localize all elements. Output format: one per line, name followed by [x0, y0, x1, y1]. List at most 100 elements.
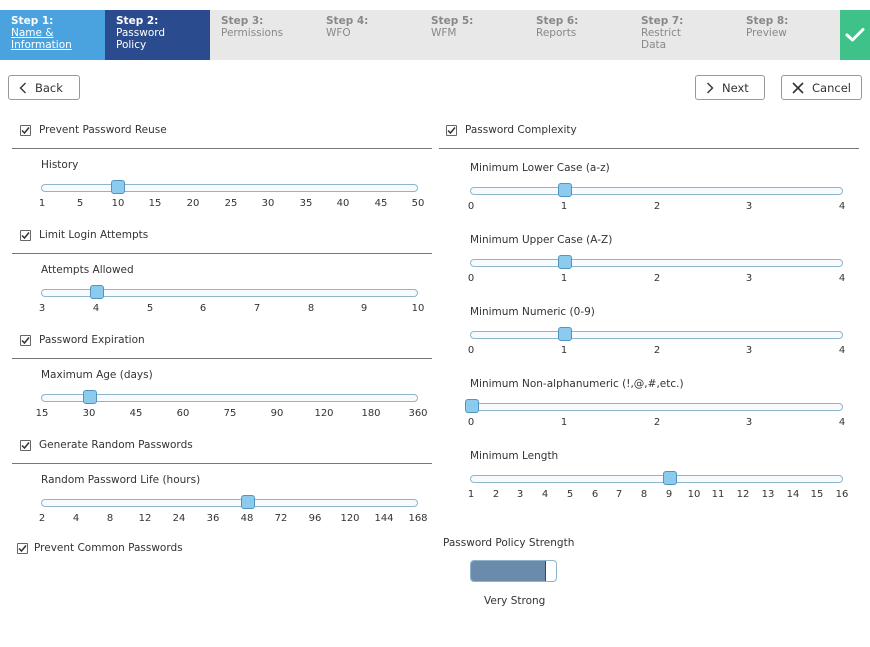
strength-label: Password Policy Strength — [443, 537, 575, 549]
tick-label: 15 — [148, 198, 162, 209]
checkmark-icon — [845, 28, 865, 42]
tick-label: 45 — [374, 198, 388, 209]
reuse-checkbox[interactable] — [20, 124, 31, 136]
tick-label: 10 — [111, 198, 125, 209]
step-1[interactable]: Step 1: Name & Information — [0, 10, 105, 60]
tick-label: 5 — [146, 303, 154, 314]
non-alphanumeric-slider[interactable] — [465, 399, 843, 413]
tick-label: 48 — [240, 513, 254, 524]
back-button-label: Back — [35, 80, 63, 95]
random-life-slider[interactable] — [41, 495, 418, 509]
cancel-button[interactable]: Cancel — [781, 75, 862, 100]
tick-label: 2 — [653, 201, 661, 212]
complexity-label: Password Complexity — [465, 124, 577, 136]
tick-label: 4 — [92, 303, 100, 314]
lower-case-label: Minimum Lower Case (a-z) — [470, 162, 610, 174]
random-life-slider-handle[interactable] — [241, 495, 255, 509]
login-attempts-label: Limit Login Attempts — [39, 229, 149, 241]
random-life-label: Random Password Life (hours) — [41, 474, 201, 486]
tick-label: 45 — [129, 408, 143, 419]
common-passwords-checkbox[interactable] — [17, 542, 28, 554]
tick-label: 4 — [838, 201, 846, 212]
attempts-allowed-label: Attempts Allowed — [41, 264, 134, 276]
attempts-allowed-slider-handle[interactable] — [90, 285, 104, 299]
tick-label: 4 — [541, 489, 549, 500]
history-slider[interactable] — [41, 180, 418, 194]
tick-label: 12 — [138, 513, 152, 524]
tick-label: 360 — [408, 408, 428, 419]
min-length-slider[interactable] — [470, 471, 843, 485]
numeric-slider[interactable] — [470, 327, 843, 341]
history-label: History — [41, 159, 79, 171]
checkmark-icon — [21, 441, 30, 449]
random-section-header: Generate Random Passwords — [20, 439, 193, 451]
step-1-title-line1[interactable]: Name & — [11, 27, 54, 39]
tick-label: 1 — [560, 345, 568, 356]
tick-label: 120 — [314, 408, 334, 419]
strength-meter — [470, 560, 557, 582]
tick-label: 1 — [560, 273, 568, 284]
back-button[interactable]: Back — [8, 75, 80, 100]
step-8: Step 8: Preview — [735, 10, 840, 60]
upper-case-slider[interactable] — [470, 255, 843, 269]
tick-label: 2 — [492, 489, 500, 500]
lower-case-slider[interactable] — [470, 183, 843, 197]
tick-label: 1 — [467, 489, 475, 500]
tick-label: 144 — [374, 513, 394, 524]
login-attempts-checkbox[interactable] — [20, 229, 31, 241]
tick-label: 3 — [745, 273, 753, 284]
reuse-section-header: Prevent Password Reuse — [20, 124, 167, 136]
chevron-left-icon — [19, 82, 26, 93]
tick-label: 30 — [82, 408, 96, 419]
step-3-number: Step 3: — [221, 15, 264, 27]
tick-label: 3 — [38, 303, 46, 314]
tick-label: 168 — [408, 513, 428, 524]
step-5-title: WFM — [431, 27, 457, 39]
tick-label: 96 — [308, 513, 322, 524]
reuse-label: Prevent Password Reuse — [39, 124, 167, 136]
common-section-header: Prevent Common Passwords — [17, 542, 183, 554]
step-5-number: Step 5: — [431, 15, 474, 27]
expiration-checkbox[interactable] — [20, 334, 31, 346]
common-passwords-label: Prevent Common Passwords — [34, 542, 183, 554]
divider — [12, 358, 432, 359]
tick-label: 2 — [653, 417, 661, 428]
complexity-checkbox[interactable] — [446, 124, 457, 136]
checkmark-icon — [18, 544, 27, 552]
tick-label: 72 — [274, 513, 288, 524]
step-2-title-line1: Password — [116, 27, 166, 39]
tick-label: 25 — [224, 198, 238, 209]
tick-label: 8 — [307, 303, 315, 314]
numeric-slider-handle[interactable] — [558, 327, 572, 341]
step-7: Step 7: Restrict Data — [630, 10, 735, 60]
tick-label: 10 — [411, 303, 425, 314]
attempts-allowed-slider[interactable] — [41, 285, 418, 299]
step-2: Step 2: Password Policy — [105, 10, 210, 60]
tick-label: 6 — [199, 303, 207, 314]
history-slider-handle[interactable] — [111, 180, 125, 194]
tick-label: 13 — [761, 489, 775, 500]
tick-label: 30 — [261, 198, 275, 209]
step-1-title-line2[interactable]: Information — [11, 39, 72, 51]
min-length-slider-handle[interactable] — [663, 471, 677, 485]
tick-label: 3 — [745, 417, 753, 428]
lower-case-slider-handle[interactable] — [558, 183, 572, 197]
random-passwords-checkbox[interactable] — [20, 439, 31, 451]
tick-label: 4 — [72, 513, 80, 524]
next-button[interactable]: Next — [695, 75, 765, 100]
upper-case-slider-handle[interactable] — [558, 255, 572, 269]
step-6-number: Step 6: — [536, 15, 579, 27]
finish-step[interactable] — [840, 10, 870, 60]
strength-value: Very Strong — [484, 595, 546, 607]
tick-label: 9 — [360, 303, 368, 314]
tick-label: 10 — [687, 489, 701, 500]
checkmark-icon — [21, 336, 30, 344]
tick-label: 16 — [835, 489, 849, 500]
max-age-slider[interactable] — [41, 390, 418, 404]
tick-label: 180 — [361, 408, 381, 419]
non-alphanumeric-slider-handle[interactable] — [465, 399, 479, 413]
expiration-section-header: Password Expiration — [20, 334, 145, 346]
tick-label: 9 — [665, 489, 673, 500]
tick-label: 0 — [467, 417, 475, 428]
max-age-slider-handle[interactable] — [83, 390, 97, 404]
